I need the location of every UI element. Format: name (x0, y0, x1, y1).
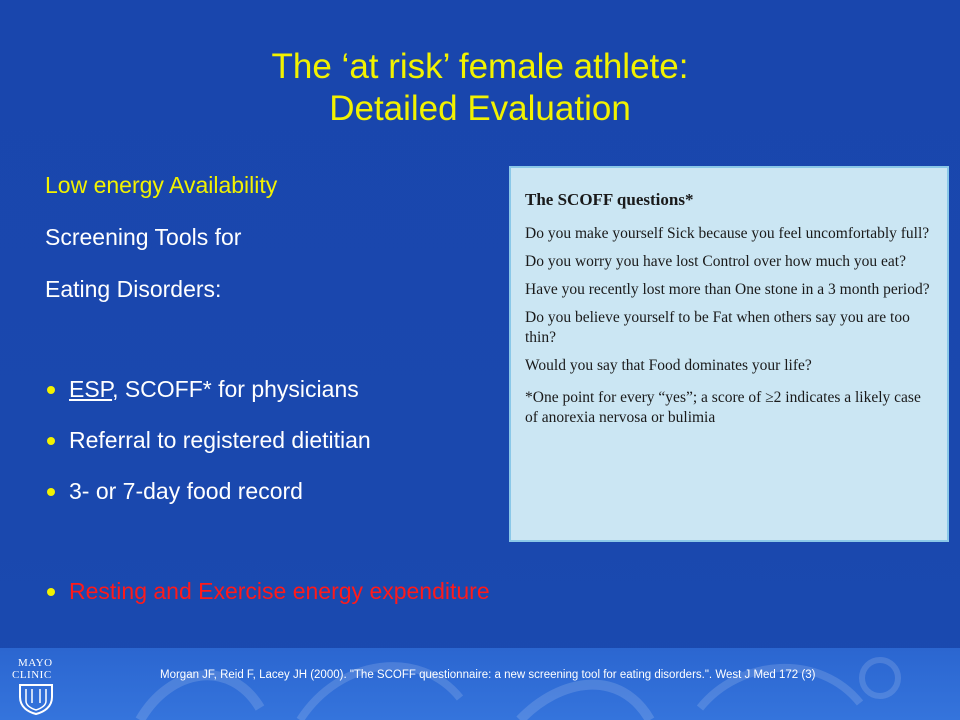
bullet-text: Referral to registered dietitian (69, 427, 371, 453)
section-heading: Low energy Availability (45, 172, 278, 198)
bullet-text: ESP, SCOFF* for physicians (69, 376, 359, 402)
logo-text-line-1: MAYO (18, 657, 53, 669)
esp-underlined: ESP (69, 376, 113, 402)
footer-band (0, 648, 960, 720)
bullet-dot-icon (47, 437, 55, 445)
mayo-clinic-logo: MAYO CLINIC (8, 656, 68, 716)
mayo-shield-icon (19, 684, 53, 715)
scoff-question: Would you say that Food dominates your l… (525, 357, 812, 374)
bullet-dot-icon (47, 588, 55, 596)
bullet-dot-icon (47, 488, 55, 496)
scoff-question: Do you make yourself Sick because you fe… (525, 225, 930, 242)
bullet-text-highlight: Resting and Exercise energy expenditure (69, 578, 490, 604)
scoff-title: The SCOFF questions* (525, 190, 694, 209)
scoff-question: Do you believe yourself to be Fat when o… (525, 309, 910, 346)
title-line-2: Detailed Evaluation (329, 89, 631, 128)
screening-line-2: Eating Disorders: (45, 276, 222, 302)
slide-title: The ‘at risk’ female athlete: Detailed E… (0, 46, 960, 130)
screening-line-1: Screening Tools for (45, 224, 242, 250)
decorative-swirl-graphic (135, 657, 901, 720)
logo-text-line-2: CLINIC (12, 669, 52, 681)
bullet-text-rest: , SCOFF* for physicians (112, 376, 359, 402)
scoff-questions-panel: The SCOFF questions* Do you make yoursel… (509, 166, 949, 542)
scoff-content: The SCOFF questions* Do you make yoursel… (525, 190, 937, 428)
bullet-text: 3- or 7-day food record (69, 478, 303, 504)
title-line-1: The ‘at risk’ female athlete: (271, 47, 689, 86)
citation-text: Morgan JF, Reid F, Lacey JH (2000). "The… (160, 669, 816, 681)
scoff-question: Do you worry you have lost Control over … (525, 253, 906, 270)
scoff-question: Have you recently lost more than One sto… (525, 281, 930, 298)
scoff-footnote: *One point for every “yes”; a score of ≥… (525, 389, 921, 426)
bullet-dot-icon (47, 386, 55, 394)
